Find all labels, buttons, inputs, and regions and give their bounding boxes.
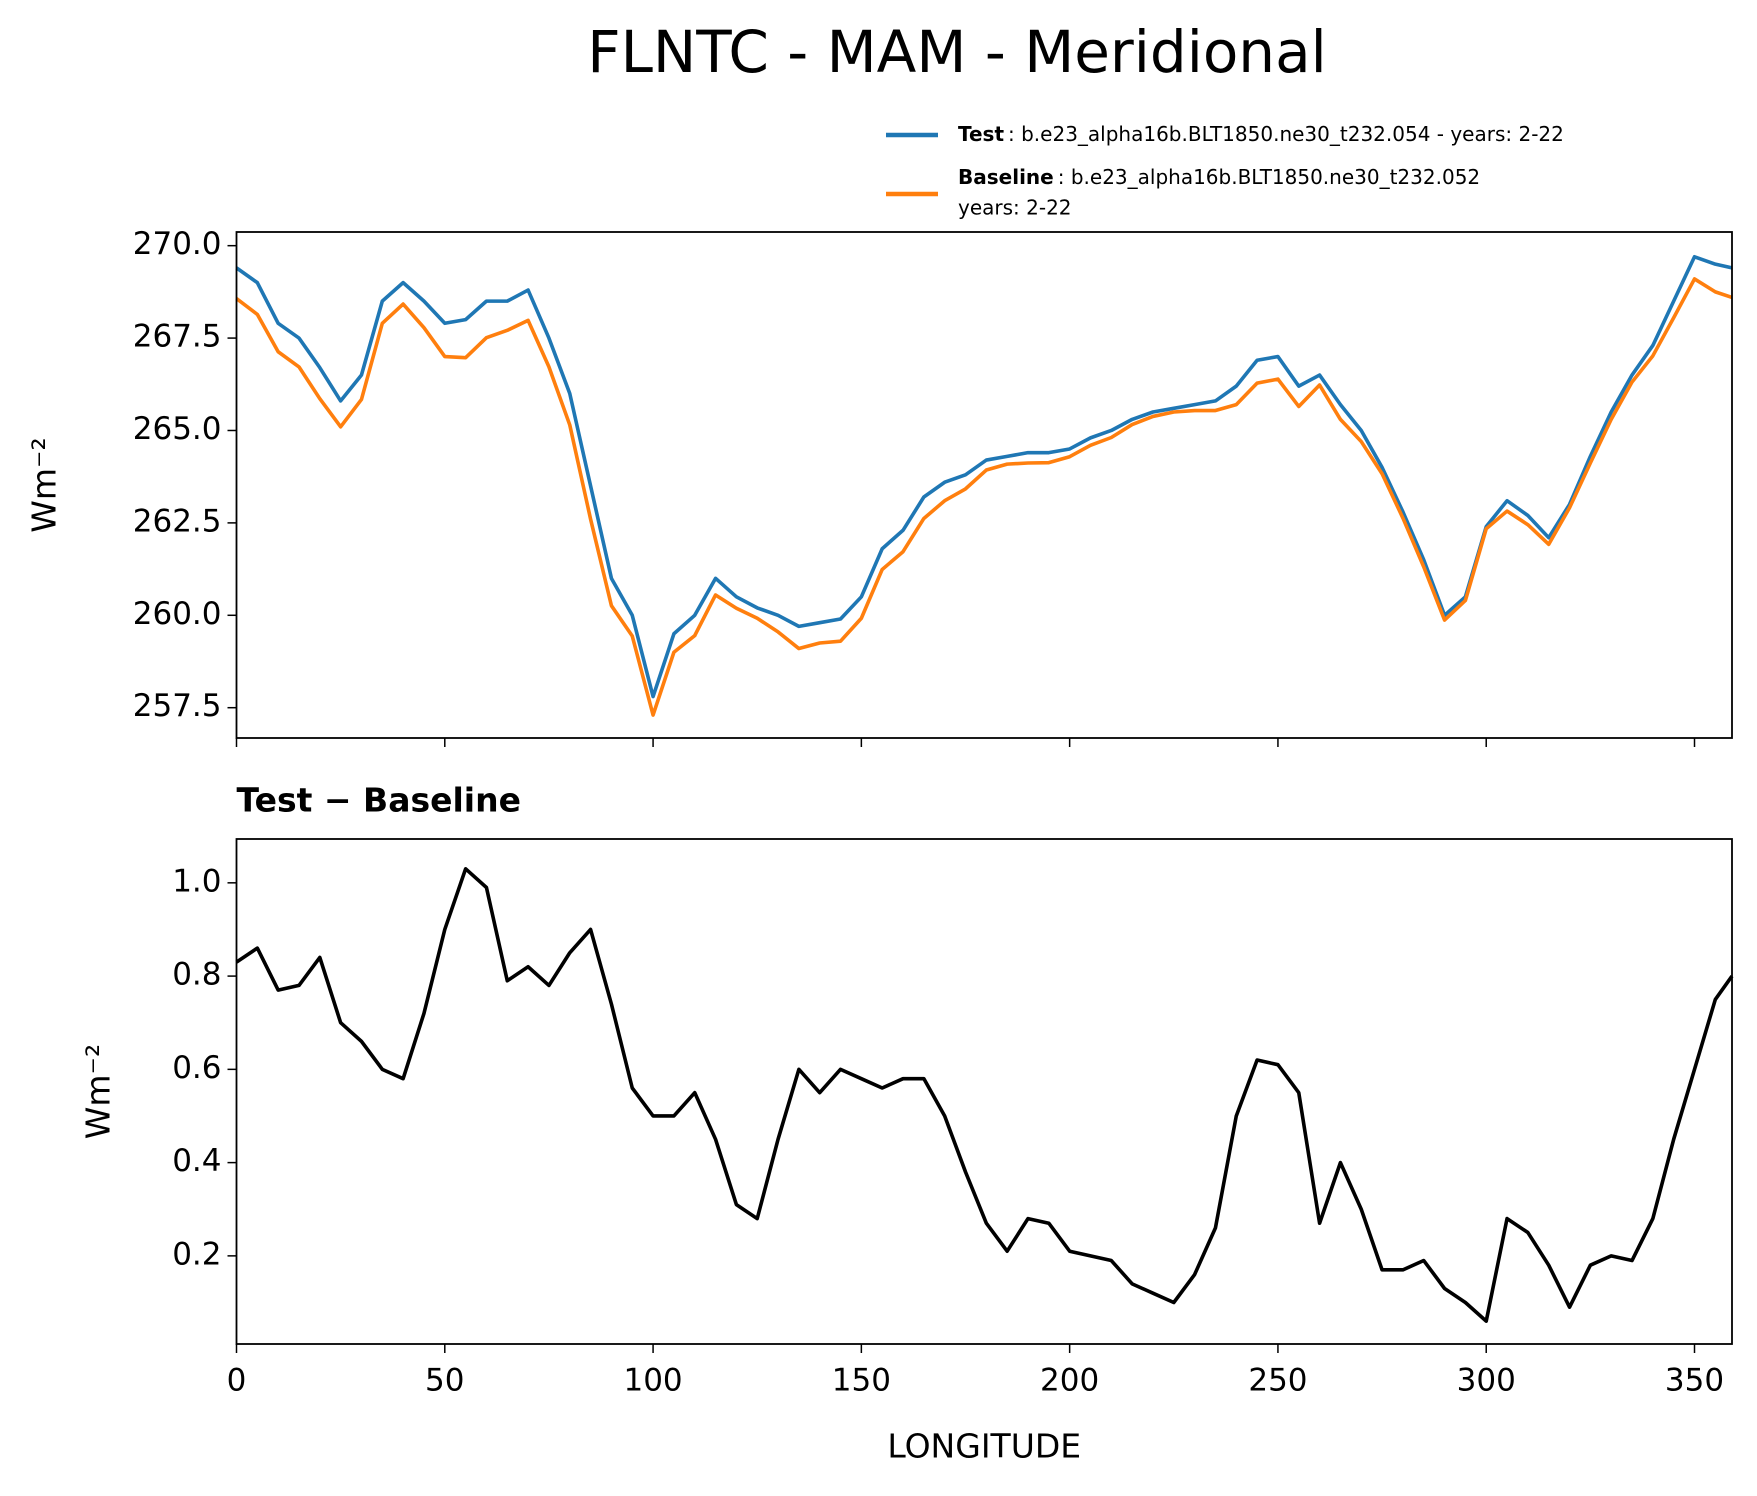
y-tick-label: 270.0 [133,226,222,262]
x-tick-label: 350 [1665,1363,1724,1399]
x-axis-label: LONGITUDE [887,1427,1081,1466]
series-line [235,254,1733,699]
chart-title: FLNTC - MAM - Meridional [587,18,1326,86]
series-line [235,277,1733,717]
x-tick-label: 150 [832,1363,891,1399]
y-tick-label: 1.0 [172,863,221,899]
y-tick-label: 262.5 [133,503,222,539]
axes-frame [235,838,1733,1345]
subplot-title: Test − Baseline [237,781,522,820]
series-line [235,867,1734,1323]
y-tick-label: 0.6 [172,1050,221,1086]
y-tick-label: 0.2 [172,1236,221,1272]
x-tick-label: 50 [425,1363,464,1399]
y-tick-label: 257.5 [133,688,222,724]
legend-name: Test [958,122,1004,146]
y-tick-label: 0.8 [172,957,221,993]
y-axis-label: Wm⁻² [25,437,64,532]
x-tick-label: 300 [1457,1363,1516,1399]
legend-label: Test: b.e23_alpha16b.BLT1850.ne30_t232.0… [958,122,1564,146]
legend-name: Baseline [958,165,1054,189]
y-axis-label: Wm⁻² [79,1044,118,1139]
legend-detail: : b.e23_alpha16b.BLT1850.ne30_t232.052 [1058,165,1480,189]
y-tick-label: 267.5 [133,319,222,355]
legend-detail: years: 2-22 [958,196,1072,220]
x-tick-label: 100 [623,1363,682,1399]
x-tick-label: 200 [1040,1363,1099,1399]
y-tick-label: 265.0 [133,411,222,447]
axes-frame [235,231,1733,739]
x-tick-label: 250 [1248,1363,1307,1399]
legend-detail: : b.e23_alpha16b.BLT1850.ne30_t232.054 -… [1008,122,1564,146]
y-tick-label: 260.0 [133,596,222,632]
legend-label: Baseline: b.e23_alpha16b.BLT1850.ne30_t2… [958,165,1480,189]
y-tick-label: 0.4 [172,1143,221,1179]
x-tick-label: 0 [227,1363,247,1399]
